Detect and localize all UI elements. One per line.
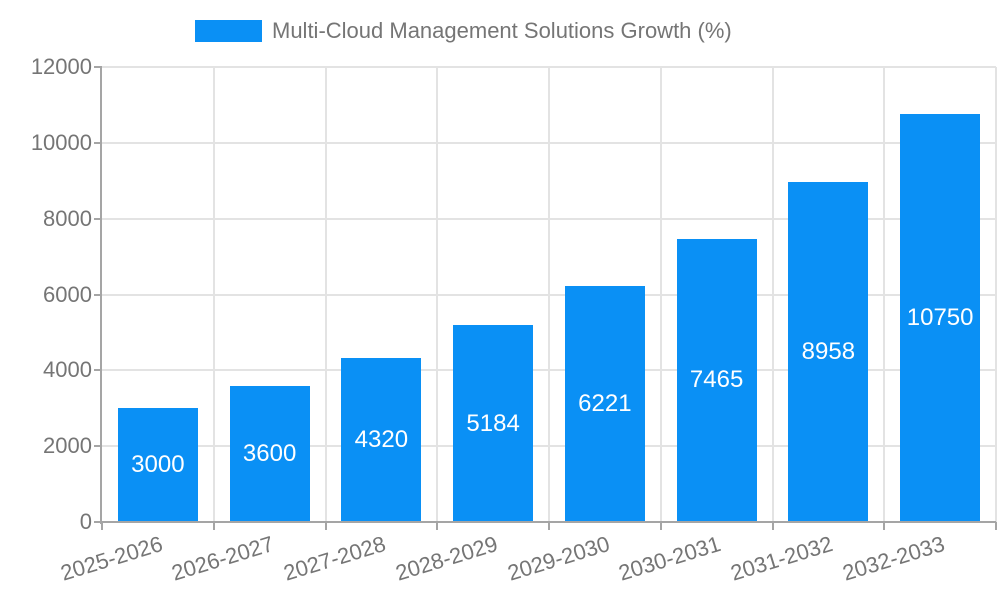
bar-2030-2031: 7465 bbox=[676, 238, 757, 522]
gridline-vertical bbox=[548, 67, 550, 522]
y-axis-tick bbox=[94, 293, 102, 296]
gridline-vertical bbox=[771, 67, 774, 522]
x-axis-tick bbox=[436, 522, 439, 530]
x-axis-tick-label: 2029-2030 bbox=[504, 531, 613, 586]
y-axis-tick bbox=[94, 445, 102, 448]
bar-2032-2033: 10750 bbox=[900, 114, 981, 522]
y-axis-tick bbox=[94, 66, 102, 68]
bar-2026-2027: 3600 bbox=[229, 385, 310, 522]
bar-value-label: 4320 bbox=[354, 426, 409, 454]
y-axis-tick bbox=[94, 217, 102, 220]
bar-value-label: 10750 bbox=[906, 304, 974, 332]
y-axis-tick-label: 4000 bbox=[43, 357, 92, 383]
x-axis-tick-label: 2032-2033 bbox=[839, 531, 948, 586]
bar-2029-2030: 6221 bbox=[564, 286, 645, 522]
x-axis-tick-label: 2027-2028 bbox=[280, 531, 389, 586]
y-axis-tick bbox=[94, 369, 102, 372]
y-axis-tick-label: 12000 bbox=[30, 54, 92, 79]
bar-2025-2026: 3000 bbox=[117, 408, 198, 522]
chart-legend: Multi-Cloud Management Solutions Growth … bbox=[195, 18, 732, 44]
y-axis-tick bbox=[94, 521, 102, 523]
x-axis-tick bbox=[883, 522, 886, 530]
x-axis-tick-label: 2028-2029 bbox=[392, 531, 501, 586]
x-axis-tick bbox=[548, 522, 550, 530]
x-axis-tick-label: 2026-2027 bbox=[169, 531, 277, 586]
bar-value-label: 3600 bbox=[242, 439, 297, 467]
bar-2031-2032: 8958 bbox=[788, 182, 869, 522]
y-axis-tick-label: 0 bbox=[79, 509, 92, 534]
y-axis-tick-label: 10000 bbox=[30, 129, 92, 155]
legend-label: Multi-Cloud Management Solutions Growth … bbox=[272, 18, 732, 43]
bar-2027-2028: 4320 bbox=[341, 358, 422, 522]
bar-value-label: 8958 bbox=[801, 338, 856, 366]
gridline-vertical bbox=[995, 67, 997, 522]
y-axis-tick-label: 2000 bbox=[43, 433, 92, 459]
gridline-vertical bbox=[324, 67, 327, 522]
gridline-vertical bbox=[436, 67, 439, 522]
x-axis-tick bbox=[659, 522, 662, 530]
y-axis-tick bbox=[94, 141, 102, 144]
x-axis-tick bbox=[324, 522, 327, 530]
y-axis-tick-label: 8000 bbox=[43, 205, 92, 231]
x-axis-tick-label: 2031-2032 bbox=[727, 531, 836, 586]
y-axis-tick-label: 6000 bbox=[43, 281, 92, 307]
x-axis-tick bbox=[212, 522, 215, 530]
x-axis-tick-label: 2030-2031 bbox=[616, 531, 724, 586]
gridline-vertical bbox=[212, 67, 215, 522]
gridline-vertical bbox=[883, 67, 886, 522]
bar-value-label: 3000 bbox=[131, 451, 185, 479]
x-axis-tick bbox=[101, 522, 103, 530]
bar-value-label: 7465 bbox=[689, 366, 744, 394]
bar-value-label: 5184 bbox=[466, 409, 520, 437]
legend-swatch-icon bbox=[195, 20, 262, 42]
bar-value-label: 6221 bbox=[578, 390, 632, 418]
bar-2028-2029: 5184 bbox=[453, 325, 534, 522]
x-axis-tick-label: 2025-2026 bbox=[57, 531, 166, 586]
y-axis-line bbox=[100, 67, 102, 524]
x-axis-line bbox=[100, 521, 996, 523]
gridline-vertical bbox=[659, 67, 662, 522]
x-axis-tick bbox=[995, 522, 997, 530]
x-axis-tick bbox=[771, 522, 774, 530]
